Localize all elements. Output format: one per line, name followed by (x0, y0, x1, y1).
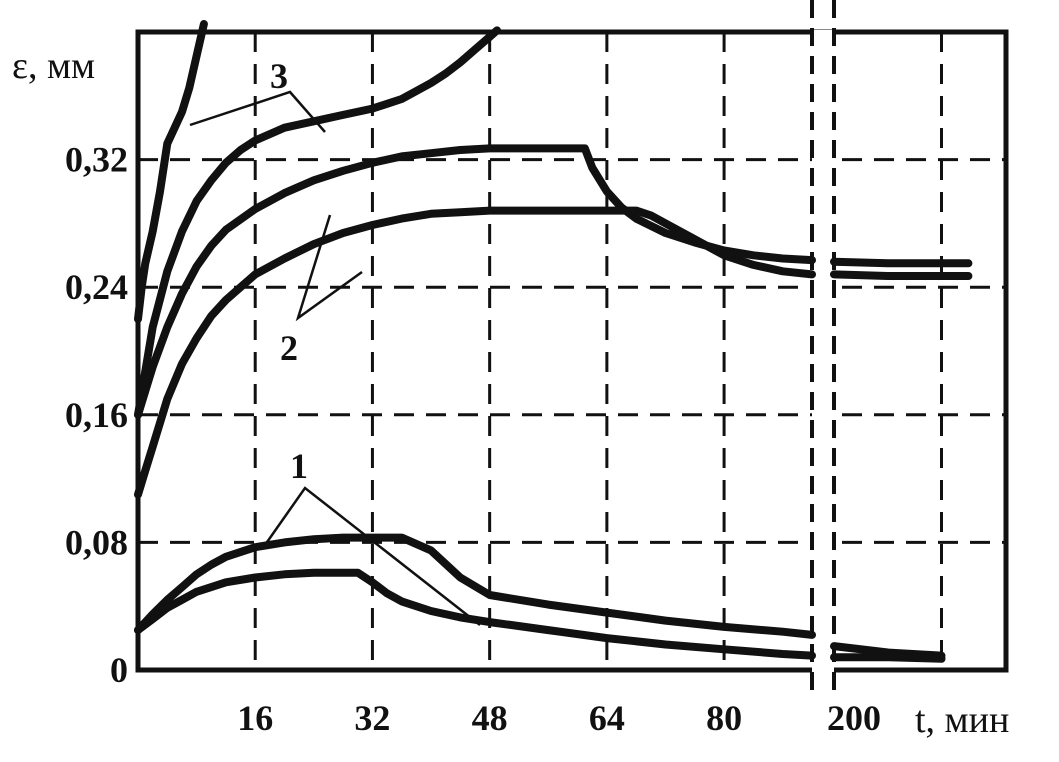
curve-series-3 (134, 144, 816, 419)
y-tick-label: 0,08 (65, 522, 128, 562)
curve-series-5 (134, 20, 208, 324)
curve-series-6 (134, 26, 501, 419)
y-tick-label: 0,16 (65, 395, 128, 435)
x-tick-label: 32 (354, 698, 390, 738)
x-tick-label: 80 (706, 698, 742, 738)
y-axis-label: ε, мм (12, 45, 95, 87)
y-tick-label: 0,24 (65, 267, 128, 307)
curve-leaders (189, 90, 481, 626)
x-tick-label: 48 (472, 698, 508, 738)
curve-series-4 (134, 206, 816, 499)
x-tick-label: 16 (237, 698, 273, 738)
x-tick-labels: 16 32 48 64 80 200 (237, 698, 881, 738)
curve-series-4-after-break (830, 270, 973, 280)
curve-3-label: 3 (270, 56, 288, 96)
plot-frame (135, 29, 1009, 673)
curve-series-2 (134, 568, 816, 660)
curve-2-leader (295, 214, 363, 322)
x-axis-label: t, мин (915, 699, 1009, 741)
y-tick-label: 0,32 (65, 140, 128, 180)
curves (134, 20, 973, 663)
curve-3-leader (189, 90, 326, 133)
axis-break (810, 0, 836, 700)
x-tick-label: 64 (589, 698, 625, 738)
curve-1-leader (263, 486, 481, 626)
curve-series-1 (134, 533, 816, 639)
curve-2-label: 2 (280, 328, 298, 368)
curve-series-3-after-break (830, 257, 973, 268)
curve-series-2-after-break (830, 653, 946, 663)
x-tick-label: 200 (827, 698, 881, 738)
curve-1-label: 1 (290, 446, 308, 486)
y-tick-label: 0 (110, 650, 128, 690)
y-tick-labels: 0 0,08 0,16 0,24 0,32 (65, 140, 128, 690)
